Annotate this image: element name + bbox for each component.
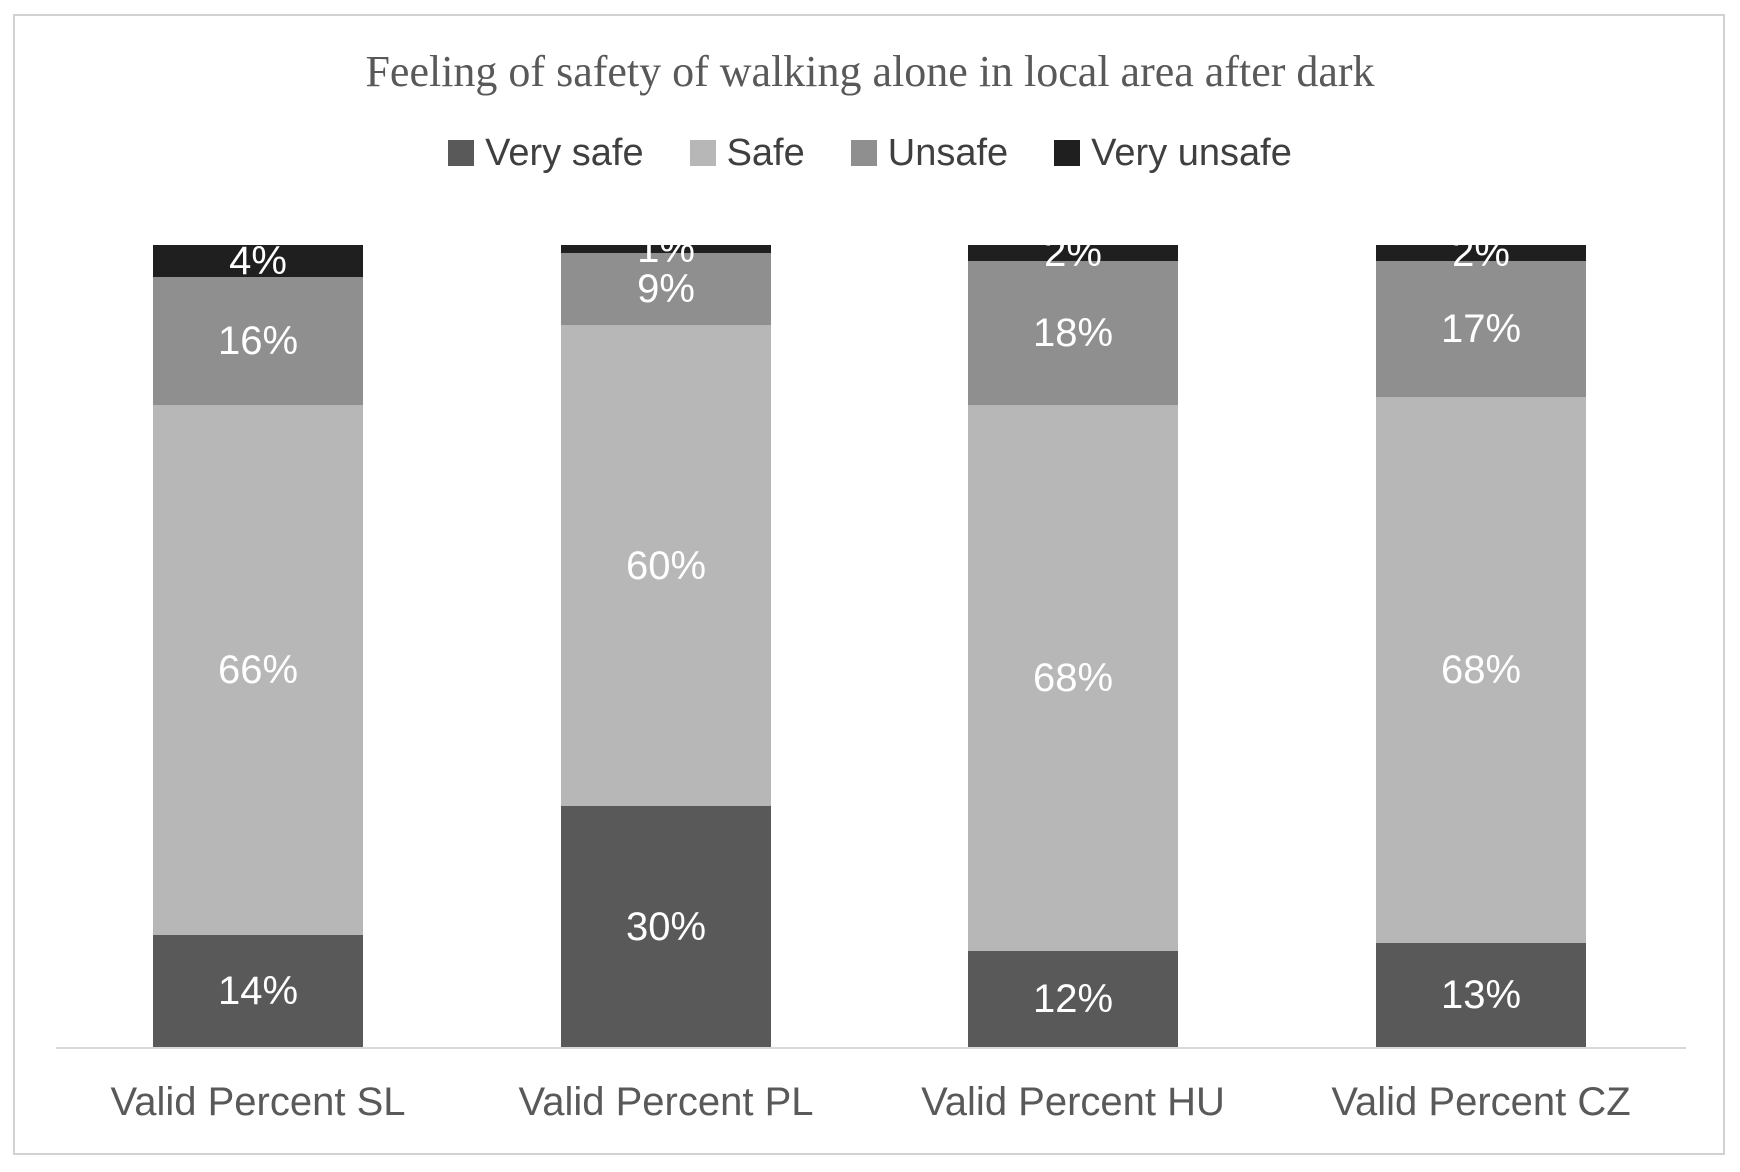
- data-label-safe-valid-percent-cz: 68%: [1440, 648, 1522, 693]
- bar-valid-percent-cz: 13% 68% 17% 2%: [1376, 231, 1586, 1047]
- legend-swatch-unsafe: [850, 140, 877, 166]
- legend-swatch-very-unsafe: [1054, 140, 1081, 166]
- data-label-very-safe-valid-percent-sl: 14%: [217, 968, 299, 1013]
- data-label-very-unsafe-valid-percent-pl: 1%: [637, 227, 695, 272]
- chart-title: Feeling of safety of walking alone in lo…: [365, 47, 1375, 96]
- segment-very-unsafe-valid-percent-cz: 2%: [1376, 231, 1586, 275]
- segment-very-safe-valid-percent-hu: 12%: [968, 950, 1178, 1047]
- data-label-unsafe-valid-percent-hu: 18%: [1032, 311, 1114, 356]
- legend-item-very-safe: Very safe: [448, 132, 644, 174]
- data-label-unsafe-valid-percent-sl: 16%: [217, 319, 299, 364]
- data-label-unsafe-valid-percent-cz: 17%: [1440, 307, 1522, 352]
- segment-very-unsafe-valid-percent-hu: 2%: [968, 231, 1178, 275]
- legend-swatch-safe: [689, 140, 716, 166]
- data-label-very-safe-valid-percent-pl: 30%: [625, 904, 707, 949]
- segment-very-safe-valid-percent-cz: 13%: [1376, 942, 1586, 1047]
- segment-very-unsafe-valid-percent-sl: 4%: [153, 239, 363, 283]
- segment-safe-valid-percent-sl: 66%: [153, 405, 363, 935]
- x-axis-label-valid-percent-sl: Valid Percent SL: [110, 1080, 406, 1124]
- data-label-very-safe-valid-percent-cz: 13%: [1440, 972, 1522, 1017]
- segment-safe-valid-percent-hu: 68%: [968, 405, 1178, 951]
- bar-valid-percent-hu: 12% 68% 18% 2%: [968, 231, 1178, 1047]
- segment-unsafe-valid-percent-pl: 9%: [561, 253, 771, 326]
- data-label-very-safe-valid-percent-hu: 12%: [1032, 976, 1114, 1021]
- legend-label-very-safe: Very safe: [485, 132, 644, 174]
- chart-legend: Very safe Safe Unsafe Very unsafe: [0, 130, 1740, 176]
- data-label-very-unsafe-valid-percent-sl: 4%: [229, 239, 287, 284]
- x-axis-label-valid-percent-hu: Valid Percent HU: [921, 1080, 1225, 1124]
- segment-very-unsafe-valid-percent-pl: 1%: [561, 227, 771, 271]
- legend-label-unsafe: Unsafe: [887, 132, 1009, 174]
- x-axis-label-valid-percent-cz: Valid Percent CZ: [1331, 1080, 1631, 1124]
- legend-label-very-unsafe: Very unsafe: [1091, 132, 1292, 174]
- bar-valid-percent-pl: 30% 60% 9% 1%: [561, 227, 771, 1047]
- legend-swatch-very-safe: [448, 140, 475, 166]
- legend-item-very-unsafe: Very unsafe: [1054, 134, 1292, 172]
- data-label-unsafe-valid-percent-pl: 9%: [637, 267, 695, 312]
- bar-valid-percent-sl: 14% 66% 16% 4%: [153, 239, 363, 1047]
- segment-very-safe-valid-percent-sl: 14%: [153, 934, 363, 1047]
- data-label-safe-valid-percent-sl: 66%: [217, 648, 299, 693]
- x-axis-line: [56, 1047, 1686, 1049]
- segment-safe-valid-percent-cz: 68%: [1376, 397, 1586, 943]
- segment-safe-valid-percent-pl: 60%: [561, 325, 771, 807]
- data-label-safe-valid-percent-pl: 60%: [625, 543, 707, 588]
- segment-unsafe-valid-percent-cz: 17%: [1376, 261, 1586, 398]
- segment-very-safe-valid-percent-pl: 30%: [561, 806, 771, 1047]
- segment-unsafe-valid-percent-sl: 16%: [153, 277, 363, 406]
- data-label-safe-valid-percent-hu: 68%: [1032, 656, 1114, 701]
- legend-label-safe: Safe: [726, 132, 805, 174]
- segment-unsafe-valid-percent-hu: 18%: [968, 261, 1178, 406]
- legend-item-safe: Safe: [689, 132, 805, 174]
- legend-item-unsafe: Unsafe: [850, 132, 1009, 174]
- data-label-very-unsafe-valid-percent-hu: 2%: [1044, 231, 1102, 276]
- data-label-very-unsafe-valid-percent-cz: 2%: [1452, 231, 1510, 276]
- x-axis-label-valid-percent-pl: Valid Percent PL: [518, 1080, 814, 1124]
